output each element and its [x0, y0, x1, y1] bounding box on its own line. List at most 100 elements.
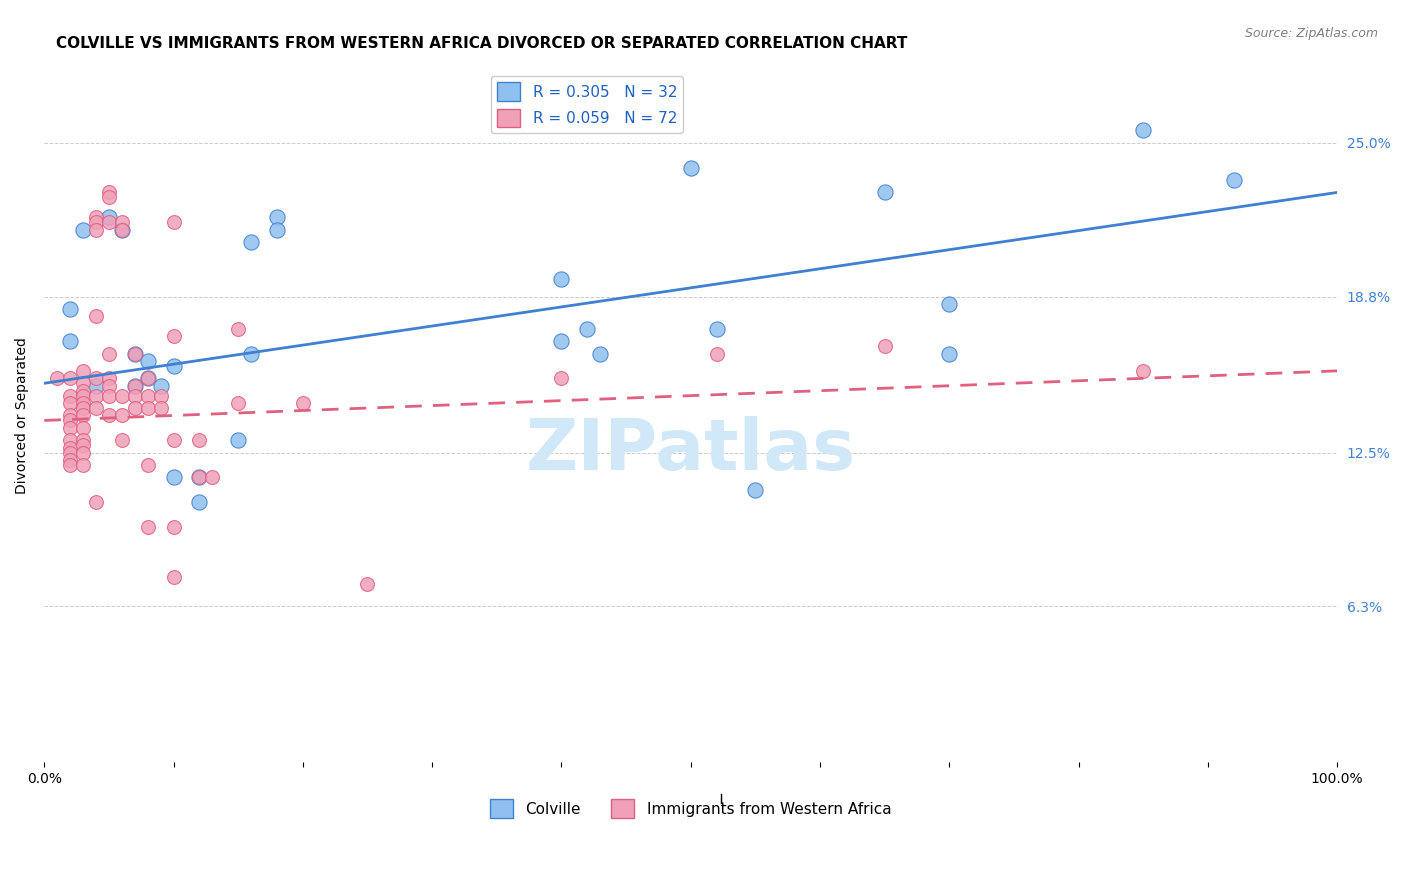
- Point: [124, 401, 146, 415]
- Point: [124, 378, 146, 392]
- Point: [873, 339, 896, 353]
- Point: [136, 520, 159, 534]
- Point: [84, 211, 107, 225]
- Point: [84, 310, 107, 324]
- Point: [550, 272, 572, 286]
- Point: [97, 389, 120, 403]
- Point: [84, 378, 107, 392]
- Point: [1222, 173, 1244, 187]
- Point: [162, 470, 184, 484]
- Point: [59, 409, 82, 423]
- Point: [59, 396, 82, 410]
- Point: [706, 346, 728, 360]
- Point: [550, 371, 572, 385]
- Point: [679, 161, 702, 175]
- Point: [59, 458, 82, 472]
- Point: [72, 445, 94, 459]
- Point: [266, 222, 288, 236]
- Point: [97, 346, 120, 360]
- Point: [124, 378, 146, 392]
- Point: [124, 389, 146, 403]
- Point: [226, 396, 249, 410]
- Point: [72, 438, 94, 452]
- Y-axis label: Divorced or Separated: Divorced or Separated: [15, 337, 30, 494]
- Point: [188, 434, 211, 448]
- Point: [59, 413, 82, 427]
- Point: [72, 396, 94, 410]
- Point: [136, 458, 159, 472]
- Point: [576, 322, 599, 336]
- Point: [97, 378, 120, 392]
- Point: [59, 453, 82, 467]
- Point: [744, 483, 766, 497]
- Point: [59, 334, 82, 348]
- Point: [226, 322, 249, 336]
- Point: [291, 396, 314, 410]
- Point: [72, 384, 94, 398]
- Point: [240, 235, 263, 249]
- Point: [84, 371, 107, 385]
- Point: [97, 409, 120, 423]
- Point: [72, 222, 94, 236]
- Point: [226, 434, 249, 448]
- Point: [589, 346, 612, 360]
- Point: [938, 346, 960, 360]
- Point: [59, 434, 82, 448]
- Point: [149, 401, 172, 415]
- Point: [188, 470, 211, 484]
- Point: [938, 297, 960, 311]
- Point: [46, 371, 69, 385]
- Point: [97, 190, 120, 204]
- Point: [356, 577, 378, 591]
- Point: [201, 470, 224, 484]
- Point: [59, 445, 82, 459]
- Text: COLVILLE VS IMMIGRANTS FROM WESTERN AFRICA DIVORCED OR SEPARATED CORRELATION CHA: COLVILLE VS IMMIGRANTS FROM WESTERN AFRI…: [56, 36, 908, 51]
- Text: ZIPatlas: ZIPatlas: [526, 416, 856, 484]
- Point: [111, 215, 134, 229]
- Point: [136, 371, 159, 385]
- Point: [136, 401, 159, 415]
- Point: [1132, 123, 1154, 137]
- Point: [162, 215, 184, 229]
- Point: [136, 354, 159, 368]
- Point: [59, 389, 82, 403]
- Point: [84, 401, 107, 415]
- Point: [59, 371, 82, 385]
- Point: [873, 186, 896, 200]
- Point: [188, 470, 211, 484]
- Point: [149, 389, 172, 403]
- Text: Source: ZipAtlas.com: Source: ZipAtlas.com: [1244, 27, 1378, 40]
- Point: [84, 215, 107, 229]
- Point: [111, 434, 134, 448]
- Point: [72, 409, 94, 423]
- Point: [162, 434, 184, 448]
- Point: [97, 211, 120, 225]
- Point: [188, 495, 211, 509]
- Point: [59, 421, 82, 435]
- Point: [136, 389, 159, 403]
- Point: [59, 301, 82, 316]
- Point: [124, 346, 146, 360]
- Point: [59, 441, 82, 455]
- Point: [124, 346, 146, 360]
- Point: [706, 322, 728, 336]
- Point: [162, 569, 184, 583]
- Point: [97, 186, 120, 200]
- Point: [72, 401, 94, 415]
- Point: [84, 495, 107, 509]
- Point: [266, 211, 288, 225]
- Point: [240, 346, 263, 360]
- Point: [97, 371, 120, 385]
- Point: [84, 389, 107, 403]
- Point: [72, 421, 94, 435]
- Legend: Colville, Immigrants from Western Africa: Colville, Immigrants from Western Africa: [484, 793, 897, 824]
- Point: [162, 520, 184, 534]
- Point: [72, 364, 94, 378]
- Point: [72, 376, 94, 391]
- Point: [111, 222, 134, 236]
- Point: [162, 359, 184, 373]
- Point: [72, 458, 94, 472]
- Point: [149, 378, 172, 392]
- Point: [136, 371, 159, 385]
- Point: [111, 409, 134, 423]
